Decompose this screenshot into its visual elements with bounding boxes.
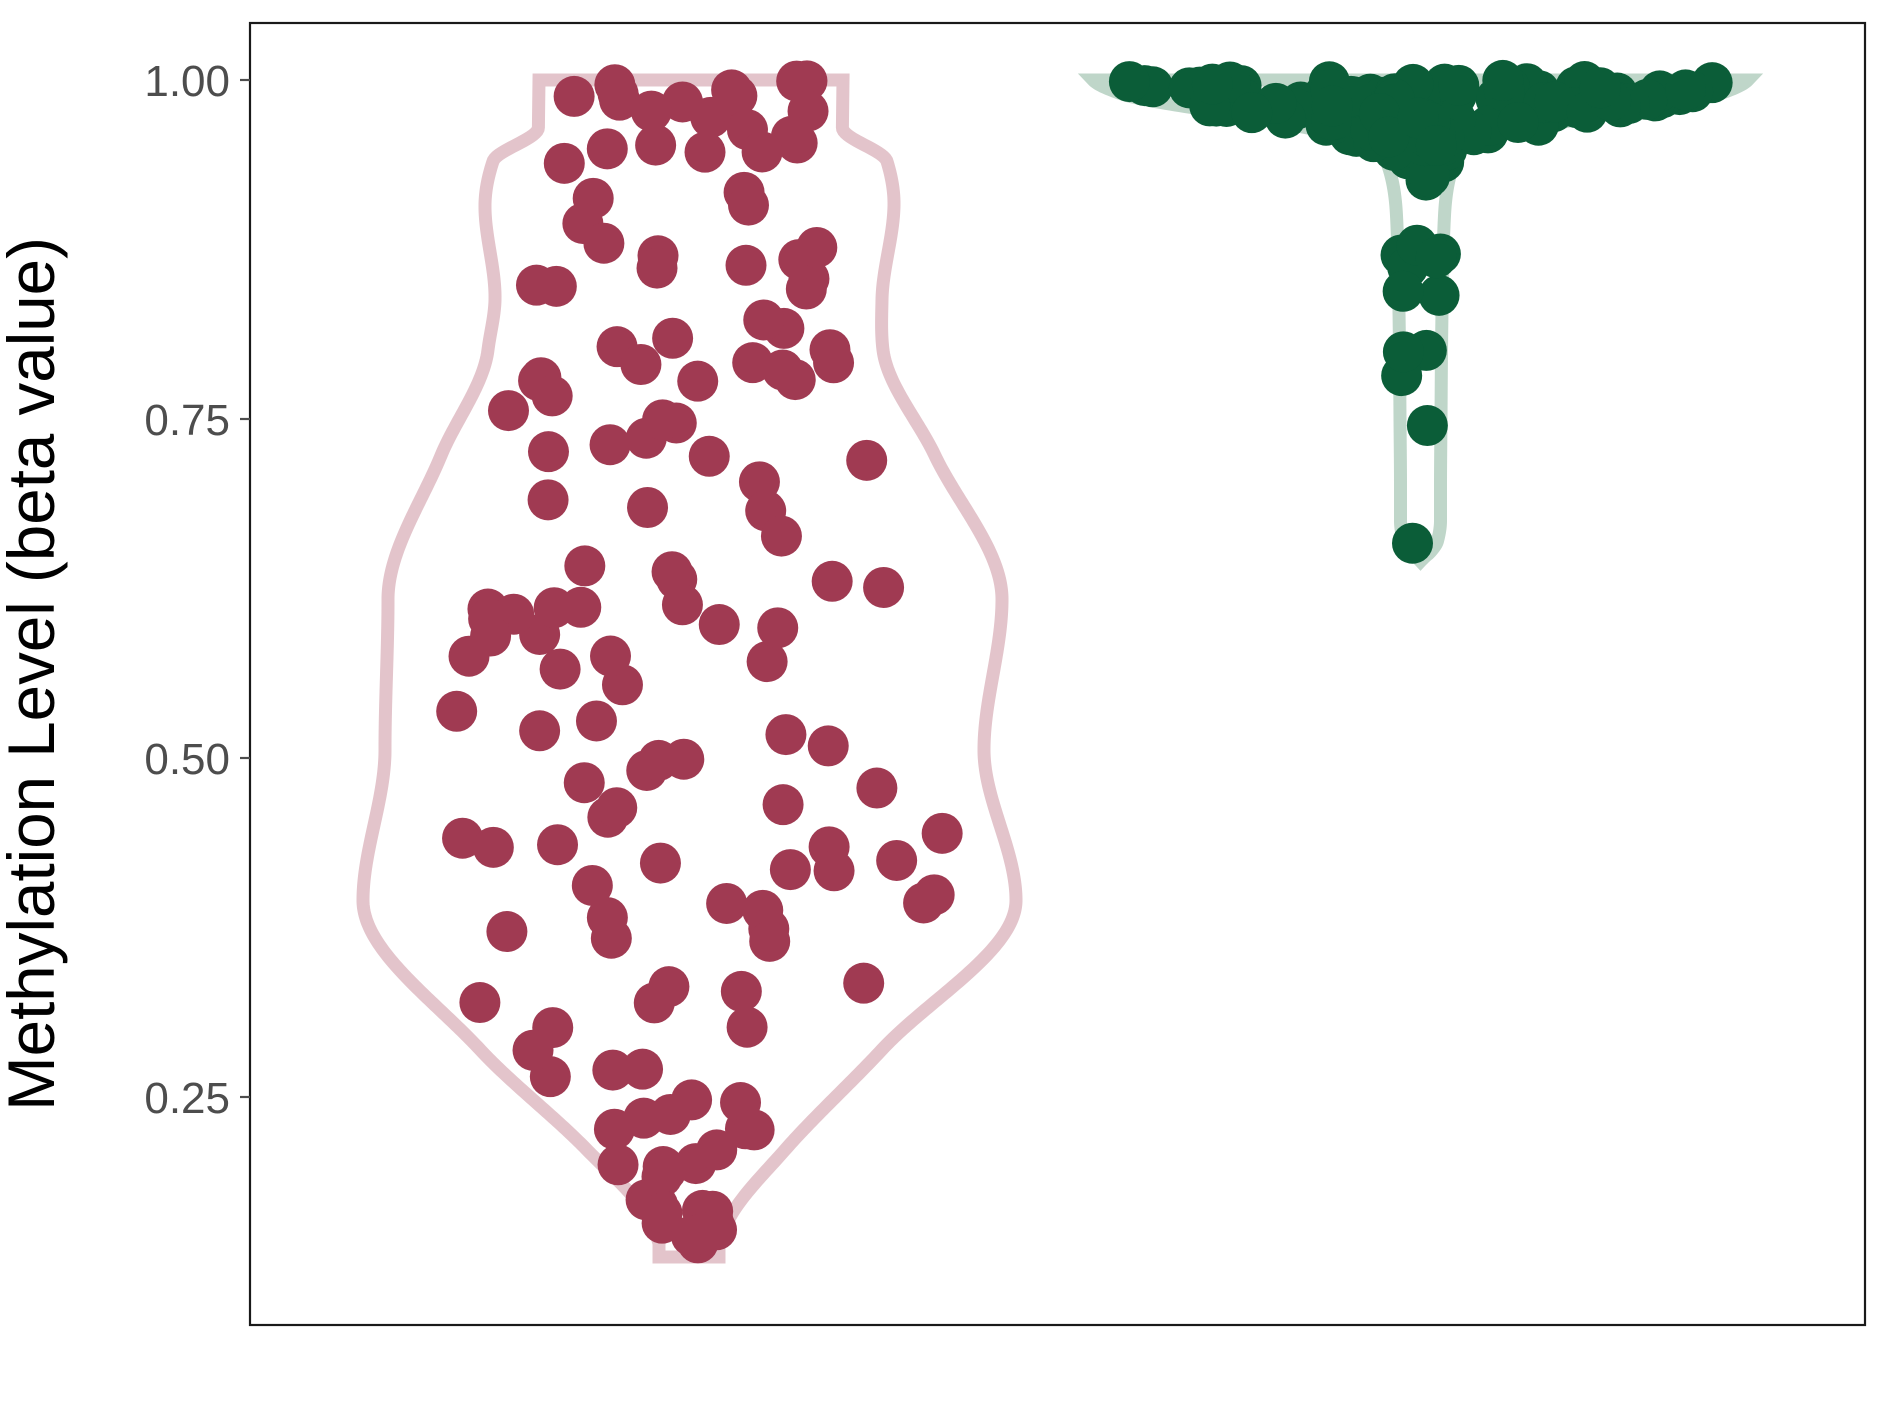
svg-text:0.25: 0.25	[144, 1074, 230, 1123]
svg-text:Methylation Level (beta value): Methylation Level (beta value)	[0, 237, 68, 1111]
svg-text:0.50: 0.50	[144, 735, 230, 784]
svg-text:0.75: 0.75	[144, 396, 230, 445]
svg-text:1.00: 1.00	[144, 57, 230, 106]
